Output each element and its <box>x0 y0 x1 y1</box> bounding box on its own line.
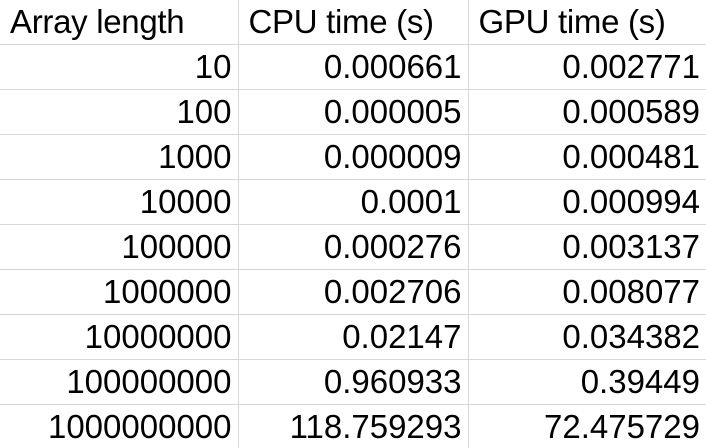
cell-array-length[interactable]: 10 <box>0 44 239 90</box>
header-cell-gpu-time[interactable]: GPU time (s) <box>468 0 706 45</box>
cell-gpu-time[interactable]: 0.000994 <box>468 179 706 225</box>
table-row: 1000 0.000009 0.000481 <box>0 134 706 180</box>
table-row: 100000 0.000276 0.003137 <box>0 224 706 270</box>
cell-array-length[interactable]: 100000000 <box>0 359 239 405</box>
cell-array-length[interactable]: 100 <box>0 89 239 135</box>
cell-gpu-time[interactable]: 72.475729 <box>468 404 706 448</box>
cell-array-length[interactable]: 10000000 <box>0 314 239 360</box>
cell-array-length[interactable]: 1000000000 <box>0 404 239 448</box>
table-row: 10 0.000661 0.002771 <box>0 44 706 90</box>
table-row: 1000000000 118.759293 72.475729 <box>0 404 706 448</box>
table-row: 100 0.000005 0.000589 <box>0 89 706 135</box>
cell-cpu-time[interactable]: 0.002706 <box>238 269 469 315</box>
cell-cpu-time[interactable]: 0.000276 <box>238 224 469 270</box>
header-row: Array length CPU time (s) GPU time (s) <box>0 0 706 45</box>
cell-gpu-time[interactable]: 0.002771 <box>468 44 706 90</box>
cell-cpu-time[interactable]: 0.000005 <box>238 89 469 135</box>
cell-array-length[interactable]: 100000 <box>0 224 239 270</box>
cell-array-length[interactable]: 10000 <box>0 179 239 225</box>
cell-array-length[interactable]: 1000 <box>0 134 239 180</box>
cell-gpu-time[interactable]: 0.39449 <box>468 359 706 405</box>
header-cell-cpu-time[interactable]: CPU time (s) <box>238 0 469 45</box>
cell-gpu-time[interactable]: 0.034382 <box>468 314 706 360</box>
cell-cpu-time[interactable]: 0.000661 <box>238 44 469 90</box>
cell-cpu-time[interactable]: 118.759293 <box>238 404 469 448</box>
cell-cpu-time[interactable]: 0.000009 <box>238 134 469 180</box>
table-row: 10000 0.0001 0.000994 <box>0 179 706 225</box>
cell-array-length[interactable]: 1000000 <box>0 269 239 315</box>
header-cell-array-length[interactable]: Array length <box>0 0 239 45</box>
cell-cpu-time[interactable]: 0.960933 <box>238 359 469 405</box>
cell-cpu-time[interactable]: 0.0001 <box>238 179 469 225</box>
table-row: 10000000 0.02147 0.034382 <box>0 314 706 360</box>
cell-gpu-time[interactable]: 0.008077 <box>468 269 706 315</box>
table-row: 100000000 0.960933 0.39449 <box>0 359 706 405</box>
cell-gpu-time[interactable]: 0.000481 <box>468 134 706 180</box>
cell-gpu-time[interactable]: 0.003137 <box>468 224 706 270</box>
cell-cpu-time[interactable]: 0.02147 <box>238 314 469 360</box>
cell-gpu-time[interactable]: 0.000589 <box>468 89 706 135</box>
table-row: 1000000 0.002706 0.008077 <box>0 269 706 315</box>
